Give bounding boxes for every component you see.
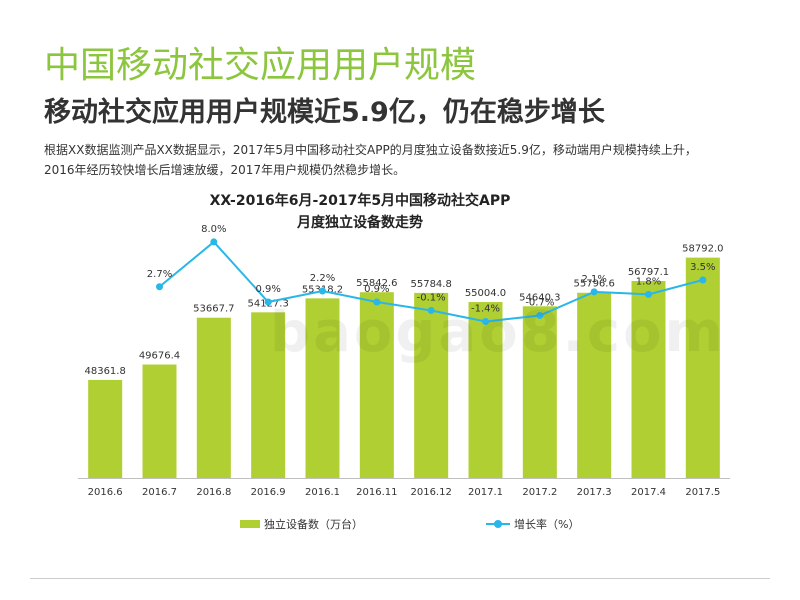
x-tick-label: 2016.1 <box>305 487 340 498</box>
bar <box>359 292 394 478</box>
bottom-divider <box>30 578 770 579</box>
bar <box>196 317 231 478</box>
growth-point <box>482 317 489 325</box>
growth-value-label: -0.1% <box>417 292 446 303</box>
slide-description: 根据XX数据监测产品XX数据显示，2017年5月中国移动社交APP的月度独立设备… <box>44 143 697 177</box>
growth-point <box>645 290 652 298</box>
x-tick-label: 2017.2 <box>522 487 557 498</box>
x-tick-label: 2016.9 <box>251 487 286 498</box>
x-tick-label: 2016.8 <box>196 487 231 498</box>
bar <box>305 298 340 478</box>
bar <box>522 306 557 478</box>
growth-point <box>373 298 381 306</box>
growth-value-label: 3.5% <box>690 262 715 273</box>
chart-title: XX-2016年6月-2017年5月中国移动社交APP 月度独立设备数走势 <box>160 190 560 234</box>
growth-point <box>536 312 544 320</box>
legend-line-marker <box>494 520 502 528</box>
growth-point <box>210 238 218 246</box>
growth-point <box>156 283 163 291</box>
slide-subtitle: 移动社交应用用户规模近5.9亿，仍在稳步增长 <box>44 97 605 128</box>
bar-value-label: 54640.3 <box>519 292 560 303</box>
bar-value-label: 53667.7 <box>193 304 234 315</box>
bar <box>414 292 449 478</box>
chart-title-line1: XX-2016年6月-2017年5月中国移动社交APP <box>209 193 511 209</box>
x-tick-label: 2016.11 <box>356 487 397 498</box>
bar-value-label: 55796.6 <box>573 279 614 290</box>
bar <box>468 302 503 478</box>
bar <box>142 364 177 478</box>
x-tick-label: 2017.5 <box>685 487 720 498</box>
x-tick-label: 2016.7 <box>142 487 177 498</box>
growth-value-label: 0.9% <box>255 284 280 295</box>
legend-item-devices: 独立设备数（万台） <box>240 516 363 532</box>
bar <box>685 257 720 478</box>
x-tick-label: 2017.3 <box>577 487 612 498</box>
x-tick-label: 2016.6 <box>88 487 123 498</box>
bar <box>577 292 612 478</box>
legend-item-growth: 增长率（%） <box>486 516 579 532</box>
growth-point <box>319 287 326 295</box>
watermark-text: baogao8.com <box>270 300 726 365</box>
bar <box>251 312 286 478</box>
chart-title-line2: 月度独立设备数走势 <box>297 215 423 231</box>
legend-bar-swatch <box>240 520 260 528</box>
growth-value-label: 0.9% <box>364 284 389 295</box>
legend-label-devices: 独立设备数（万台） <box>264 518 363 531</box>
bar-value-label: 55004.0 <box>465 288 506 299</box>
legend-line-swatch <box>486 520 510 528</box>
growth-value-label: 1.8% <box>636 276 661 287</box>
growth-value-label: 2.7% <box>147 269 172 280</box>
bar-value-label: 55784.8 <box>410 279 451 290</box>
x-tick-label: 2017.1 <box>468 487 503 498</box>
bar <box>88 379 123 478</box>
bar <box>631 281 666 478</box>
bar-value-label: 56797.1 <box>628 267 669 278</box>
growth-point <box>427 306 435 314</box>
growth-value-label: -0.7% <box>525 298 554 309</box>
bar-value-label: 55842.6 <box>356 278 397 289</box>
growth-value-label: 8.0% <box>201 224 226 235</box>
bar-value-label: 58792.0 <box>682 244 723 255</box>
x-tick-label: 2017.4 <box>631 487 666 498</box>
growth-point <box>590 288 598 296</box>
growth-point <box>264 298 272 306</box>
growth-value-label: -1.4% <box>471 303 500 314</box>
bar-value-label: 48361.8 <box>84 366 125 377</box>
growth-value-label: 2.2% <box>310 273 335 284</box>
bar-value-label: 49676.4 <box>139 351 180 362</box>
slide-title: 中国移动社交应用用户规模 <box>44 45 477 86</box>
growth-value-label: 2.1% <box>581 274 606 285</box>
legend-label-growth: 增长率（%） <box>514 518 580 531</box>
x-tick-label: 2016.12 <box>410 487 451 498</box>
growth-point <box>699 276 707 284</box>
